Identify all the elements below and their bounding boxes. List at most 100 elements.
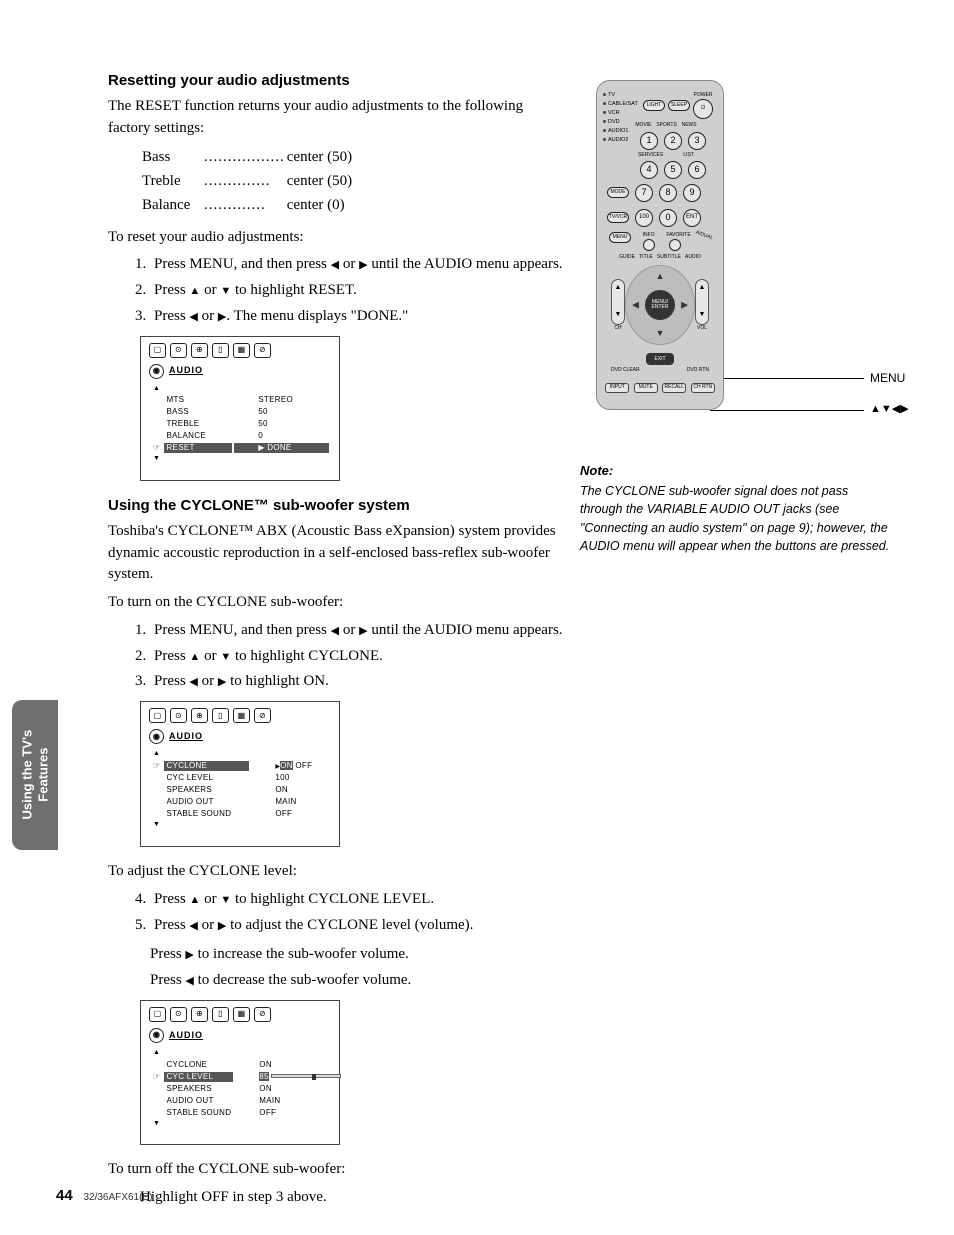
remote-exit-button[interactable]: EXIT [646, 353, 674, 365]
menu-title: AUDIO [169, 1029, 203, 1042]
remote-dpad[interactable]: ▲ ▼ ◀ ▶ MENU/ENTER [625, 265, 695, 345]
right-arrow-icon [185, 946, 193, 962]
step-sub: Press to decrease the sub-woofer volume. [150, 970, 568, 992]
remote-ent-button[interactable]: ENT [683, 209, 701, 227]
remote-vol-rocker[interactable]: ▲▼ [695, 279, 709, 325]
remote-mode-button[interactable]: MODE [607, 187, 629, 198]
remote-num-button[interactable]: 3 [688, 132, 706, 150]
left-arrow-icon [189, 308, 197, 324]
up-arrow-icon [189, 282, 200, 298]
setting-value: center (50) [287, 171, 352, 193]
menu-tab-icon: ▯ [212, 1007, 229, 1022]
audio-menu-cyclone-level: ▢⊙⊕▯▦⊘ ◉AUDIO ▲ CYCLONEON ☞CYC LEVEL85 S… [140, 1000, 340, 1146]
menu-row-value: 0 [234, 431, 329, 441]
audio-menu-cyclone-on: ▢⊙⊕▯▦⊘ ◉AUDIO ▲ ☞CYCLONE▶ON OFF CYC LEVE… [140, 701, 340, 847]
remote-chrtn-button[interactable]: CH RTN [691, 383, 715, 393]
remote-mute-button[interactable]: MUTE [634, 383, 658, 393]
menu-row-label: MTS [164, 395, 232, 405]
note-box: Note: The CYCLONE sub-woofer signal does… [580, 462, 890, 555]
menu-row-highlighted: CYCLONE [164, 761, 249, 772]
remote-num-button[interactable]: 2 [664, 132, 682, 150]
menu-tab-icon: ⊕ [191, 1007, 208, 1022]
remote-num-button[interactable]: 9 [683, 184, 701, 202]
menu-tab-icon: ▢ [149, 343, 166, 358]
remote-tvvcr-button[interactable]: TV/VCR [607, 212, 629, 223]
menu-tab-icon: ▦ [233, 708, 250, 723]
remote-num-button[interactable]: 4 [640, 161, 658, 179]
remote-mode-labels: TV CABLE/SAT VCR DVD AUDIO1 AUDIO2 [603, 91, 638, 145]
remote-menu-enter-button[interactable]: MENU/ENTER [645, 290, 675, 320]
step: Press MENU, and then press or until the … [150, 620, 568, 642]
menu-tab-icon: ⊕ [191, 708, 208, 723]
down-arrow-icon [220, 282, 231, 298]
right-arrow-icon [359, 256, 367, 272]
note-title: Note: [580, 462, 890, 481]
callout-arrows-label: ▲▼◀▶ [870, 402, 909, 418]
remote-recall-button[interactable]: RECALL [662, 383, 686, 393]
remote-num-button[interactable]: 0 [659, 209, 677, 227]
menu-tab-icon: ⊙ [170, 1007, 187, 1022]
factory-settings-table: Bass.................center (50) Treble.… [140, 145, 354, 218]
remote-favorite-button[interactable] [669, 239, 681, 251]
menu-tab-icon: ⊘ [254, 343, 271, 358]
cyclone-heading: Using the CYCLONE™ sub-woofer system [108, 495, 568, 517]
callout-line [710, 410, 864, 411]
remote-light-button[interactable]: LIGHT [643, 100, 665, 111]
menu-row-value: MAIN [235, 1096, 343, 1106]
menu-title: AUDIO [169, 364, 203, 377]
remote-num-button[interactable]: 100 [635, 209, 653, 227]
up-arrow-icon [189, 648, 200, 664]
menu-row-label: BASS [164, 407, 232, 417]
speaker-icon: ◉ [149, 1028, 164, 1043]
cyclone-level-steps: Press or to highlight CYCLONE LEVEL. Pre… [150, 889, 568, 937]
doc-id: 32/36AFX61(E) [83, 1192, 152, 1203]
remote-info-button[interactable] [643, 239, 655, 251]
cyclone-off-step: Highlight OFF in step 3 above. [140, 1187, 568, 1209]
right-column: TV CABLE/SAT VCR DVD AUDIO1 AUDIO2 LIGHT… [580, 80, 890, 555]
cyclone-lead-level: To adjust the CYCLONE level: [108, 861, 568, 883]
left-arrow-icon [189, 673, 197, 689]
audio-menu-reset: ▢ ⊙ ⊕ ▯ ▦ ⊘ ◉AUDIO ▲ MTSSTEREO BASS50 TR… [140, 336, 340, 482]
remote-control-diagram: TV CABLE/SAT VCR DVD AUDIO1 AUDIO2 LIGHT… [596, 80, 724, 410]
callout-line [724, 378, 864, 379]
menu-row-value: ON [235, 1084, 343, 1094]
cyclone-intro: Toshiba's CYCLONE™ ABX (Acoustic Bass eX… [108, 521, 568, 586]
menu-row-label: TREBLE [164, 419, 232, 429]
dpad-right-icon: ▶ [681, 299, 688, 312]
remote-sleep-button[interactable]: SLEEP [668, 100, 690, 111]
remote-input-button[interactable]: INPUT [605, 383, 629, 393]
menu-tab-icon: ▯ [212, 343, 229, 358]
step: Press MENU, and then press or until the … [150, 254, 568, 276]
menu-row-value: ▶ DONE [234, 443, 329, 453]
speaker-icon: ◉ [149, 364, 164, 379]
remote-power-button[interactable]: ⏻ [693, 99, 713, 119]
page-number: 44 [56, 1187, 73, 1204]
remote-num-button[interactable]: 8 [659, 184, 677, 202]
main-column: Resetting your audio adjustments The RES… [108, 70, 568, 1209]
reset-intro: The RESET function returns your audio ad… [108, 96, 568, 140]
menu-row-highlighted: CYC LEVEL [164, 1072, 233, 1082]
step: Press or to highlight ON. [150, 671, 568, 693]
down-arrow-icon [220, 891, 231, 907]
remote-num-button[interactable]: 7 [635, 184, 653, 202]
reset-steps: Press MENU, and then press or until the … [150, 254, 568, 327]
menu-tab-icon: ⊙ [170, 343, 187, 358]
reset-lead: To reset your audio adjustments: [108, 227, 568, 249]
menu-tab-icon: ▦ [233, 1007, 250, 1022]
menu-tab-icon: ▦ [233, 343, 250, 358]
menu-row-label: CYC LEVEL [164, 773, 249, 783]
remote-menu-button[interactable]: MENU [609, 232, 631, 243]
remote-ch-rocker[interactable]: ▲▼ [611, 279, 625, 325]
setting-value: center (50) [287, 147, 352, 169]
remote-num-button[interactable]: 6 [688, 161, 706, 179]
cyclone-on-steps: Press MENU, and then press or until the … [150, 620, 568, 693]
remote-num-button[interactable]: 5 [664, 161, 682, 179]
menu-title: AUDIO [169, 730, 203, 743]
menu-tab-icon: ▯ [212, 708, 229, 723]
step-sub: Press to increase the sub-woofer volume. [150, 944, 568, 966]
remote-num-button[interactable]: 1 [640, 132, 658, 150]
step: Press or to highlight CYCLONE LEVEL. [150, 889, 568, 911]
menu-row-value: STEREO [234, 395, 329, 405]
menu-row-label: SPEAKERS [164, 785, 249, 795]
dpad-up-icon: ▲ [656, 270, 665, 283]
